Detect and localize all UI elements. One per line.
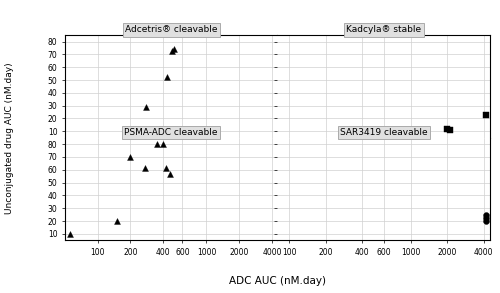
Point [162, 75, 170, 80]
Point [126, 155, 134, 159]
Point [443, 126, 451, 131]
Title: Kadcyla® stable: Kadcyla® stable [346, 25, 422, 34]
Point [168, 48, 176, 53]
Point [482, 212, 490, 217]
Point [170, 47, 177, 52]
Point [166, 171, 174, 176]
Title: SAR3419 cleavable: SAR3419 cleavable [340, 128, 428, 137]
Point [446, 128, 454, 132]
Point [482, 219, 490, 223]
Point [162, 166, 170, 171]
Point [113, 219, 121, 223]
Point [142, 105, 150, 109]
Text: Unconjugated drug AUC (nM.day): Unconjugated drug AUC (nM.day) [6, 62, 15, 214]
Point [140, 166, 148, 171]
Point [66, 231, 74, 236]
Point [159, 142, 167, 146]
Text: ADC AUC (nM.day): ADC AUC (nM.day) [229, 276, 326, 286]
Point [482, 216, 490, 221]
Title: Adcetris® cleavable: Adcetris® cleavable [125, 25, 218, 34]
Point [482, 112, 490, 117]
Point [153, 142, 161, 146]
Title: PSMA-ADC cleavable: PSMA-ADC cleavable [124, 128, 218, 137]
